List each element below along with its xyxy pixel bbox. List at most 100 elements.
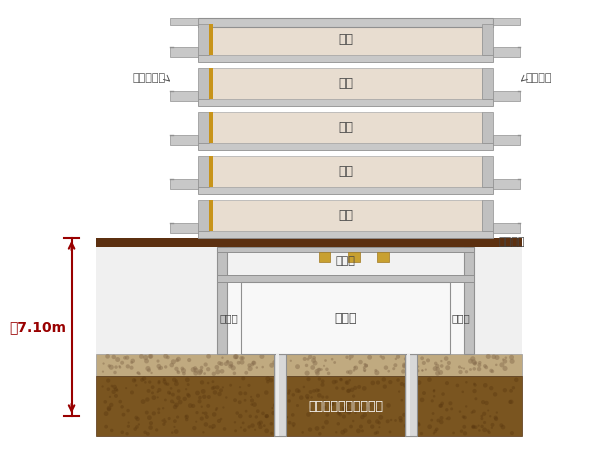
Text: 遅水池: 遅水池 — [452, 313, 471, 323]
Point — [314, 387, 323, 394]
Point — [105, 393, 115, 401]
Point — [247, 393, 256, 401]
Point — [461, 368, 471, 375]
Point — [373, 429, 382, 436]
Point — [229, 364, 238, 371]
Point — [280, 400, 289, 407]
Point — [202, 414, 212, 421]
Text: 共用廮下: 共用廮下 — [526, 74, 552, 84]
Point — [107, 427, 116, 434]
Point — [170, 423, 179, 431]
Point — [184, 357, 194, 364]
Point — [160, 416, 169, 423]
Point — [318, 424, 328, 431]
Point — [478, 399, 488, 406]
Point — [107, 383, 117, 390]
Point — [373, 407, 383, 414]
Point — [119, 411, 128, 418]
Bar — [209, 156, 482, 187]
Point — [396, 417, 406, 424]
Point — [252, 364, 262, 371]
Bar — [197, 156, 209, 187]
Point — [155, 365, 164, 372]
Point — [154, 405, 164, 413]
Bar — [217, 275, 474, 282]
Bar — [319, 252, 331, 262]
Point — [361, 362, 371, 369]
Point — [334, 420, 343, 427]
Point — [443, 364, 452, 371]
Point — [167, 398, 177, 405]
Point — [182, 413, 191, 420]
Point — [407, 419, 416, 426]
Point — [131, 414, 141, 421]
Point — [318, 378, 328, 385]
Point — [273, 429, 283, 436]
Point — [308, 364, 317, 371]
Point — [153, 394, 163, 401]
Point — [248, 359, 258, 366]
Point — [338, 429, 347, 436]
Point — [160, 418, 170, 425]
Point — [115, 363, 124, 370]
Point — [302, 392, 312, 400]
Point — [213, 368, 223, 375]
Point — [322, 411, 332, 418]
Point — [407, 422, 417, 429]
Bar — [197, 200, 209, 231]
Point — [471, 423, 481, 431]
Point — [241, 390, 250, 397]
Point — [143, 430, 152, 437]
Point — [302, 362, 311, 369]
Point — [214, 418, 224, 425]
Text: 約7.10m: 約7.10m — [10, 320, 67, 334]
Point — [436, 369, 445, 376]
Point — [360, 361, 370, 368]
Point — [306, 388, 316, 396]
Point — [245, 365, 255, 372]
Point — [154, 379, 164, 387]
Point — [118, 429, 127, 436]
Point — [487, 384, 496, 392]
Point — [218, 404, 228, 411]
Point — [380, 383, 389, 390]
Point — [256, 419, 266, 426]
Point — [373, 379, 383, 386]
Point — [436, 402, 446, 409]
Text: 住戸: 住戸 — [338, 121, 353, 134]
Point — [418, 367, 427, 374]
Point — [338, 385, 348, 392]
Point — [477, 413, 487, 420]
Point — [211, 406, 221, 414]
Point — [303, 356, 313, 363]
Point — [314, 375, 324, 383]
Point — [400, 361, 410, 368]
Point — [149, 410, 158, 417]
Point — [253, 408, 263, 415]
Point — [144, 367, 154, 374]
Point — [385, 428, 395, 436]
Point — [398, 368, 408, 375]
Point — [326, 400, 335, 407]
Point — [285, 419, 295, 426]
Bar — [227, 247, 464, 275]
Point — [216, 387, 226, 394]
Point — [227, 362, 236, 370]
Point — [199, 388, 208, 395]
Bar — [217, 247, 227, 354]
Point — [342, 404, 352, 411]
Point — [460, 414, 470, 421]
Point — [178, 365, 187, 372]
Bar — [209, 68, 213, 99]
Point — [145, 379, 155, 386]
Point — [319, 362, 329, 370]
Point — [505, 398, 515, 405]
Point — [395, 414, 405, 422]
Point — [244, 382, 254, 389]
Point — [469, 423, 478, 431]
Point — [470, 360, 479, 367]
Point — [449, 429, 458, 436]
Point — [322, 394, 332, 401]
Point — [446, 400, 455, 407]
Text: 住戸: 住戸 — [338, 77, 353, 90]
